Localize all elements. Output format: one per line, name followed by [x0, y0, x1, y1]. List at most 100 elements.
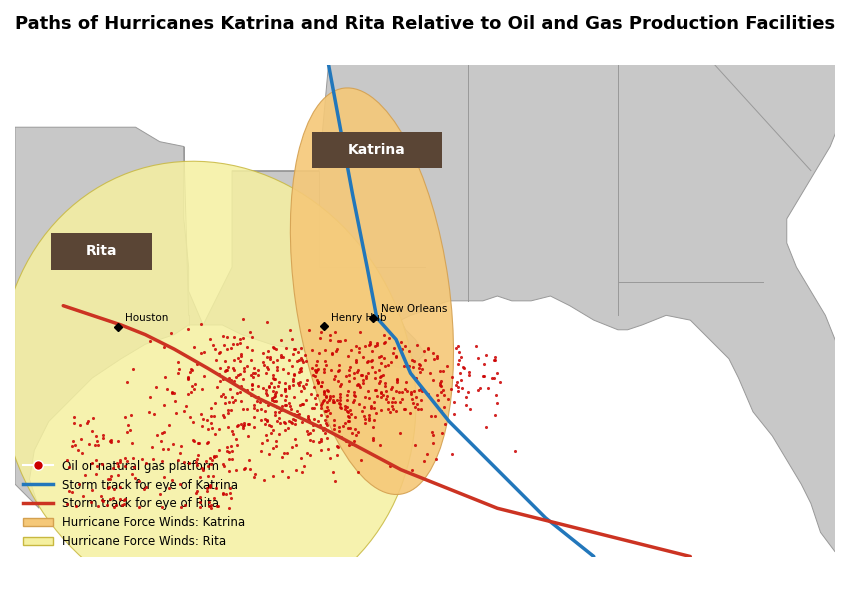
Point [289, 466, 303, 475]
Point [379, 394, 393, 404]
Point [181, 373, 195, 383]
Point [344, 346, 358, 355]
Point [405, 362, 419, 372]
Point [222, 409, 235, 418]
Point [251, 392, 264, 401]
Point [386, 393, 400, 403]
Point [270, 365, 284, 374]
Point [320, 406, 333, 416]
Point [194, 348, 207, 358]
Point [154, 436, 167, 446]
Point [202, 497, 216, 506]
Point [260, 391, 274, 400]
Point [113, 494, 127, 504]
Point [246, 368, 259, 377]
Point [292, 378, 305, 388]
Point [487, 355, 501, 365]
Point [95, 460, 109, 469]
Point [171, 368, 184, 378]
Point [174, 502, 188, 512]
Point [314, 381, 328, 391]
Point [405, 394, 418, 403]
Point [149, 383, 162, 392]
Point [285, 335, 298, 344]
Point [363, 339, 377, 349]
Point [459, 400, 473, 410]
Point [194, 472, 207, 482]
Point [203, 482, 217, 492]
Point [326, 392, 339, 401]
Point [422, 344, 435, 353]
Point [332, 398, 346, 408]
Point [203, 334, 217, 344]
Point [144, 392, 157, 402]
Point [294, 366, 308, 376]
Point [62, 462, 76, 472]
Point [398, 404, 411, 413]
Point [74, 434, 88, 444]
Point [178, 458, 191, 467]
Point [354, 455, 367, 464]
Point [234, 419, 247, 428]
Point [314, 420, 327, 430]
Point [251, 396, 264, 406]
Point [185, 382, 199, 391]
Point [309, 400, 322, 409]
Point [218, 398, 232, 407]
Point [268, 374, 281, 384]
Point [226, 429, 240, 439]
Point [371, 365, 385, 375]
Point [234, 356, 247, 366]
Point [220, 365, 234, 375]
Point [455, 383, 468, 393]
Point [342, 412, 355, 422]
Point [133, 476, 146, 485]
Point [317, 395, 331, 404]
Point [440, 361, 454, 371]
Point [489, 390, 502, 400]
Point [233, 338, 246, 348]
Point [236, 374, 250, 384]
Point [312, 437, 326, 446]
Point [220, 332, 234, 341]
Point [307, 415, 320, 424]
Point [218, 412, 231, 422]
Point [117, 499, 131, 509]
Point [314, 445, 328, 454]
Point [303, 428, 317, 437]
Point [182, 324, 196, 334]
Point [218, 461, 231, 470]
Point [69, 440, 82, 449]
Point [300, 449, 314, 458]
Point [230, 465, 243, 475]
Point [280, 448, 293, 458]
Point [233, 388, 246, 397]
Point [156, 444, 169, 454]
Point [328, 371, 342, 381]
Point [237, 420, 251, 430]
Point [269, 344, 282, 353]
Point [197, 371, 211, 381]
Point [161, 384, 174, 394]
Point [224, 405, 238, 415]
Point [343, 416, 356, 425]
Point [128, 462, 141, 472]
Point [409, 392, 422, 402]
Point [445, 373, 459, 382]
Point [451, 341, 465, 350]
Point [433, 380, 446, 390]
Ellipse shape [291, 88, 454, 494]
Point [279, 425, 292, 435]
Point [81, 416, 94, 425]
Point [123, 425, 137, 435]
Point [171, 455, 184, 465]
Point [333, 399, 347, 409]
Point [331, 366, 344, 376]
Point [266, 425, 280, 434]
Point [318, 367, 332, 377]
Point [436, 385, 450, 395]
Point [275, 466, 288, 476]
Point [207, 452, 220, 461]
Point [343, 405, 357, 415]
Point [462, 367, 475, 377]
